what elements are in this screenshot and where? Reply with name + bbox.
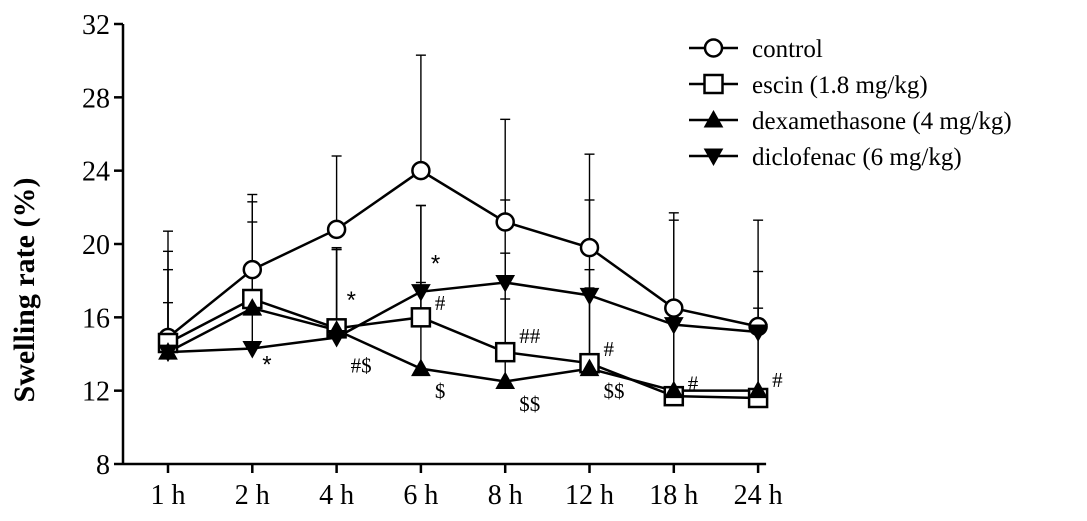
annotation-label: * bbox=[262, 351, 271, 378]
triangle-up-marker bbox=[411, 358, 431, 377]
triangle-down-marker bbox=[703, 148, 724, 167]
y-tick-label: 8 bbox=[96, 450, 110, 481]
circle-marker bbox=[495, 212, 515, 232]
x-tick-label: 2 h bbox=[235, 480, 270, 511]
x-tick-label: 1 h bbox=[151, 480, 186, 511]
series-line bbox=[167, 169, 759, 339]
triangle-down-marker bbox=[242, 341, 263, 359]
axes: 8 12 16 20 24 28 32 1 h 2 h 4 h 6 h 8 h 12 h 18 h 24 h bbox=[82, 10, 783, 511]
circle-marker bbox=[326, 219, 347, 240]
x-tick-label: 6 h bbox=[403, 480, 438, 511]
annotation-label: # bbox=[435, 291, 446, 315]
triangle-up-marker bbox=[748, 380, 768, 399]
y-axis-label: Swelling rate (%) bbox=[8, 178, 41, 403]
series-line bbox=[167, 306, 759, 392]
triangle-down-marker bbox=[158, 344, 178, 363]
annotation-label: * bbox=[347, 287, 356, 314]
triangle-up-marker bbox=[242, 298, 263, 316]
annotation-label: # bbox=[688, 372, 699, 396]
triangle-down-marker bbox=[326, 330, 347, 348]
legend-label: dexamethasone (4 mg/kg) bbox=[752, 108, 1012, 135]
triangle-down-marker bbox=[579, 287, 600, 306]
y-tick-label: 24 bbox=[82, 157, 110, 188]
x-tick-label: 12 h bbox=[565, 480, 614, 511]
annotation-label: $$ bbox=[519, 392, 540, 416]
square-marker bbox=[410, 307, 432, 328]
x-tick-label: 18 h bbox=[649, 480, 698, 511]
x-tick-label: 8 h bbox=[488, 480, 523, 511]
circle-marker bbox=[411, 160, 431, 181]
series-markers bbox=[157, 160, 769, 409]
annotation-label: # bbox=[772, 368, 783, 392]
annotation-label: #$ bbox=[351, 353, 372, 377]
legend-label: diclofenac (6 mg/kg) bbox=[752, 144, 962, 171]
circle-marker bbox=[242, 259, 263, 280]
series-line bbox=[167, 297, 759, 400]
legend: control escin (1.8 mg/kg) dexamethasone (4… bbox=[689, 36, 1012, 171]
y-tick-label: 28 bbox=[82, 83, 110, 114]
legend-label: escin (1.8 mg/kg) bbox=[752, 72, 928, 99]
square-marker bbox=[494, 341, 516, 363]
square-marker bbox=[703, 73, 724, 95]
legend-label: control bbox=[752, 36, 823, 63]
annotation-label: ## bbox=[519, 324, 541, 348]
triangle-up-marker bbox=[663, 380, 684, 399]
x-tick-label: 4 h bbox=[319, 480, 354, 511]
annotation-label: $ bbox=[435, 379, 446, 403]
annotation-label: * bbox=[431, 251, 440, 278]
triangle-up-marker bbox=[495, 371, 516, 389]
triangle-down-marker bbox=[663, 317, 684, 335]
y-tick-label: 32 bbox=[82, 10, 110, 41]
circle-marker bbox=[664, 298, 684, 318]
triangle-down-marker bbox=[748, 324, 768, 343]
series-lines bbox=[167, 169, 759, 400]
circle-marker bbox=[703, 38, 724, 58]
y-tick-label: 16 bbox=[82, 303, 110, 334]
series-line bbox=[167, 281, 759, 354]
y-tick-label: 12 bbox=[82, 377, 110, 408]
triangle-up-marker bbox=[579, 358, 600, 377]
annotation-label: $$ bbox=[604, 379, 625, 403]
circle-marker bbox=[579, 237, 600, 258]
x-tick-label: 24 h bbox=[734, 480, 783, 511]
significance-annotations: **#$*#$##$$#$$ # # bbox=[262, 251, 783, 416]
annotation-label: # bbox=[604, 337, 615, 361]
y-tick-label: 20 bbox=[82, 230, 110, 261]
triangle-down-marker bbox=[411, 284, 431, 302]
triangle-up-marker bbox=[703, 109, 724, 128]
triangle-down-marker bbox=[495, 275, 516, 293]
